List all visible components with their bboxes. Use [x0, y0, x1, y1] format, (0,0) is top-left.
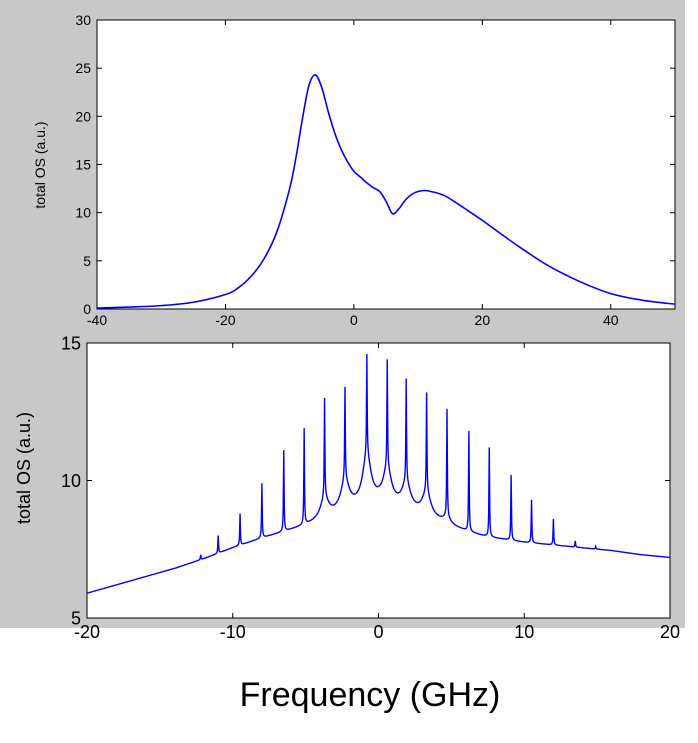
bottom-panel: -20 -10 0 10 20 5 10 15 total OS (a.u.) — [14, 333, 680, 642]
top-ylabel: total OS (a.u.) — [32, 121, 48, 208]
top-panel: -40 -20 0 20 40 0 5 10 15 20 25 30 total OS (a.u.) — [32, 12, 676, 328]
top-series-line — [96, 74, 676, 309]
bottom-ylabel: total OS (a.u.) — [14, 412, 34, 524]
y-tick-label: 10 — [61, 471, 81, 491]
x-tick-label: 0 — [350, 312, 358, 328]
y-tick-label: 15 — [75, 157, 91, 173]
x-tick-label: -20 — [215, 312, 235, 328]
top-plot-area — [96, 19, 676, 310]
x-tick-label: -10 — [220, 622, 246, 642]
top-tick-labels: -40 -20 0 20 40 0 5 10 15 20 25 30 — [75, 12, 618, 328]
y-tick-label: 25 — [75, 60, 91, 76]
x-tick-label: 20 — [475, 312, 491, 328]
x-axis-caption: Frequency (GHz) — [240, 676, 501, 714]
y-tick-label: 0 — [83, 301, 91, 317]
x-tick-label: 0 — [373, 622, 383, 642]
y-tick-label: 5 — [71, 608, 81, 628]
y-tick-label: 10 — [75, 205, 91, 221]
bottom-axis-ticks — [86, 342, 671, 619]
bottom-series-line — [86, 353, 671, 594]
y-tick-label: 5 — [83, 253, 91, 269]
y-tick-label: 15 — [61, 333, 81, 353]
x-tick-label: 10 — [514, 622, 534, 642]
bottom-plot-area — [86, 342, 671, 619]
x-tick-label: -20 — [74, 622, 100, 642]
x-tick-label: 20 — [660, 622, 680, 642]
y-tick-label: 20 — [75, 108, 91, 124]
bottom-tick-labels: -20 -10 0 10 20 5 10 15 — [61, 333, 680, 642]
top-axis-ticks — [96, 19, 675, 310]
x-tick-label: -40 — [87, 312, 107, 328]
y-tick-label: 30 — [75, 12, 91, 28]
x-tick-label: 40 — [603, 312, 619, 328]
